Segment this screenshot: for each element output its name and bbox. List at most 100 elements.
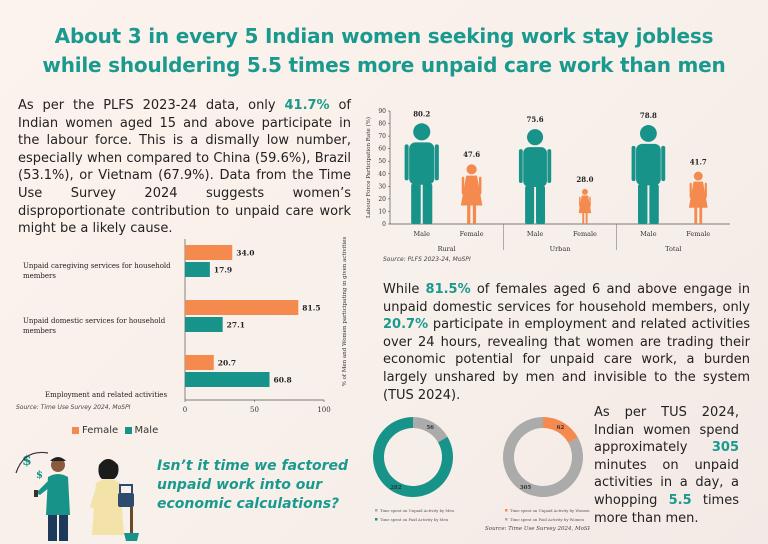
donut-legend-label: Time spent on Paid Activity by Men [380, 517, 449, 522]
person-leg [699, 206, 703, 224]
legend-male-swatch [124, 426, 132, 434]
legend-male-label: Male [134, 425, 159, 436]
lfpr-source: Source: PLFS 2023-24, MoSPI [383, 256, 471, 263]
title-line-2: while shouldering 5.5 times more unpaid … [42, 53, 726, 77]
lfpr-value-label: 47.6 [463, 150, 480, 159]
tus-xtick-label: 100 [317, 406, 330, 414]
female-bar [185, 300, 299, 315]
tus-category-line: Employment and related activities [45, 391, 167, 399]
person-leg [467, 204, 471, 224]
person-arm [704, 182, 707, 199]
lfpr-ytick-label: 70 [378, 133, 386, 140]
lfpr-value-label: 80.2 [413, 109, 430, 118]
donut-legend-swatch [375, 509, 378, 512]
lfpr-ytick-label: 80 [378, 121, 386, 128]
donut-legend-label: Time spent on Unpaid Activity by Women [510, 508, 590, 513]
lfpr-value-label: 28.0 [576, 175, 593, 184]
tus-chart: 0 50 100 % of Men and Women participating i… [23, 236, 348, 414]
tus-category-label: Employment and related activities [45, 391, 167, 399]
person-leg [411, 183, 421, 224]
intro-highlight: 41.7% [284, 98, 330, 113]
man-icon [518, 129, 552, 224]
tus-legend: Female Male [72, 425, 158, 436]
person-leg [694, 206, 698, 224]
tus-category-label: Unpaid domestic services for household me… [23, 317, 166, 335]
man-figure-icon [34, 457, 70, 541]
woman-icon [460, 164, 483, 224]
right-note-text-1: As per TUS 2024, Indian women spend appr… [594, 405, 739, 456]
woman-icon [578, 188, 592, 224]
lfpr-category-label: Female [686, 230, 710, 238]
donut-legend-swatch [505, 509, 508, 512]
person-head [413, 123, 431, 141]
legend-female-swatch [72, 426, 79, 434]
middle-highlight-2: 20.7% [383, 317, 429, 333]
lfpr-group-label: Rural [438, 245, 456, 253]
lfpr-value-label: 41.7 [690, 158, 707, 167]
person-arm [434, 144, 439, 181]
person-leg [585, 212, 588, 224]
person-torso [523, 147, 547, 187]
person-leg [525, 185, 535, 224]
donut-legend-swatch [375, 518, 378, 521]
donut-value-label: 56 [426, 425, 434, 431]
person-leg [649, 184, 659, 224]
donut-charts: 56 282 Time spent on Unpaid Activity by Me… [373, 417, 590, 532]
lfpr-category-label: Female [460, 230, 484, 238]
lfpr-ytick-label: 60 [378, 146, 386, 153]
lfpr-category-label: Female [573, 230, 597, 238]
tus-xtick-label: 0 [183, 406, 187, 414]
tus-value-label: 34.0 [236, 249, 254, 258]
female-bar [185, 245, 233, 260]
man-icon [404, 123, 439, 224]
lfpr-y-axis-label: Labour Force Participation Rate (%) [365, 117, 372, 218]
middle-text-2: of females aged 6 and above engage in un… [383, 282, 751, 315]
title-line-1: About 3 in every 5 Indian women seeking … [54, 24, 714, 48]
person-leg [536, 185, 546, 224]
right-note-text-3: times more than men. [594, 492, 739, 526]
tus-source: Source: Time Use Survey 2024, MoSPI [16, 404, 131, 411]
person-dress [460, 175, 483, 206]
right-note-text-2: minutes on unpaid activities in a day, a… [594, 457, 739, 508]
right-note: As per TUS 2024, Indian women spend appr… [594, 404, 739, 527]
tus-value-label: 17.9 [214, 266, 232, 275]
currency-icon: $ $ [15, 451, 49, 481]
person-arm [689, 182, 692, 199]
donut-value-label: 62 [557, 425, 565, 431]
right-note-highlight-2: 5.5 [668, 492, 692, 508]
lfpr-category-label: Male [640, 230, 657, 238]
donut-legend-label: Time spent on Paid Activity by Women [510, 517, 584, 522]
svg-text:$: $ [36, 470, 43, 481]
person-arm [579, 196, 581, 208]
person-leg [472, 204, 477, 224]
person-arm [547, 149, 552, 184]
lfpr-value-label: 78.8 [640, 111, 657, 120]
lfpr-ytick-label: 50 [378, 158, 386, 165]
donut-legend-label: Time spent on Unpaid Activity by Men [380, 508, 454, 513]
lfpr-group-label: Total [665, 245, 681, 253]
intro-paragraph: As per the PLFS 2023-24 data, only 41.7%… [18, 97, 351, 238]
middle-text-1: While [383, 282, 426, 297]
lfpr-ytick-label: 40 [378, 171, 386, 178]
tus-category-line: members [23, 272, 56, 280]
donut-source: Source: Time Use Survey 2024, MoSPI [485, 526, 590, 532]
person-arm [461, 176, 465, 195]
tus-value-label: 81.5 [302, 304, 320, 313]
lfpr-chart: 0 10 20 30 40 50 60 70 80 90 Labour Force Particip… [365, 108, 730, 253]
middle-highlight-1: 81.5% [425, 282, 471, 297]
woman-icon [688, 171, 708, 224]
lfpr-ytick-label: 0 [382, 221, 386, 228]
donut-slice [413, 417, 448, 443]
person-torso [409, 142, 435, 185]
male-bar [185, 317, 223, 332]
middle-text-3: participate in employment and related ac… [383, 317, 750, 403]
person-arm [478, 176, 482, 195]
lfpr-value-label: 75.6 [527, 115, 544, 124]
tus-value-label: 20.7 [218, 359, 236, 368]
person-arm [631, 145, 636, 182]
lfpr-ytick-label: 20 [378, 196, 386, 203]
svg-text:$: $ [22, 453, 32, 469]
intro-text-1: As per the PLFS 2023-24 data, only [18, 98, 285, 113]
person-leg [638, 184, 648, 224]
person-dress [578, 195, 592, 214]
